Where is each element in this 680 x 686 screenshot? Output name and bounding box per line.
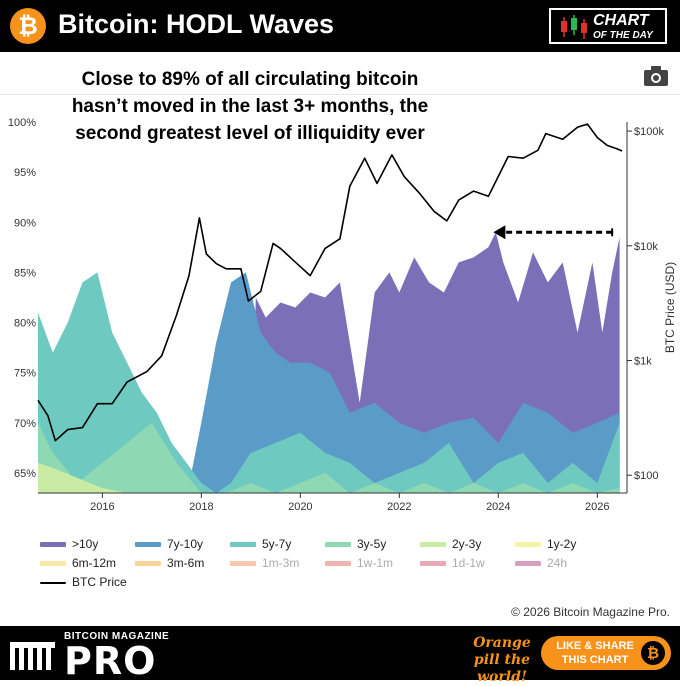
x-tick-label: 2018 xyxy=(189,501,213,513)
legend-item-price[interactable]: BTC Price xyxy=(40,575,127,589)
legend-item-1y2y[interactable]: 1y-2y xyxy=(515,537,576,551)
brand-stripes-icon xyxy=(10,642,55,670)
headline-line-2: hasn’t moved in the last 3+ months, the xyxy=(71,96,429,117)
legend-item-3m6m[interactable]: 3m-6m xyxy=(135,556,204,570)
legend-item-2y3y[interactable]: 2y-3y xyxy=(420,537,481,551)
chart-of-the-day-badge: CHART OF THE DAY xyxy=(549,8,667,44)
legend-item-h24[interactable]: 24h xyxy=(515,556,567,570)
y2-tick-label: $1k xyxy=(634,356,652,368)
y-tick-label: 65% xyxy=(14,468,36,480)
legend-label: 2y-3y xyxy=(452,537,482,551)
legend-item-3y5y[interactable]: 3y-5y xyxy=(325,537,386,551)
wave-band-2y3y xyxy=(38,462,620,493)
legend-label: 1y-2y xyxy=(547,537,577,551)
x-tick-label: 2026 xyxy=(585,501,609,513)
x-tick-label: 2024 xyxy=(486,501,510,513)
chart-legend: >10y 7y-10y 5y-7y 3y-5y 2y-3y 1y-2y 6m-12m 3m-6… xyxy=(40,537,680,593)
arrow-head xyxy=(493,225,506,240)
y-tick-label: 90% xyxy=(14,217,36,229)
badge-line-2: OF THE DAY xyxy=(593,30,653,41)
legend-item-7y10y[interactable]: 7y-10y xyxy=(135,537,203,551)
legend-label: 1d-1w xyxy=(452,556,485,570)
watermark-text: COIN MAGAZINE PRO xyxy=(261,250,398,265)
bitcoin-logo-icon: ₿ xyxy=(10,8,46,44)
x-tick-label: 2020 xyxy=(288,501,312,513)
legend-swatch xyxy=(40,561,66,567)
legend-swatch xyxy=(135,542,161,548)
legend-swatch xyxy=(420,561,446,567)
y2-tick-label: $100k xyxy=(634,126,664,138)
legend-swatch xyxy=(230,561,256,567)
chart-headline: Close to 89% of all circulating bitcoin … xyxy=(40,66,460,147)
x-tick-label: 2022 xyxy=(387,501,411,513)
legend-swatch xyxy=(515,561,541,567)
legend-item-gt10y[interactable]: >10y xyxy=(40,537,98,551)
hodl-waves-chart: COIN MAGAZINE PRO 2016 2018 2020 2022 2024 20… xyxy=(8,117,677,513)
legend-swatch xyxy=(230,542,256,548)
footer-brand-pro: PRO xyxy=(64,639,157,683)
footer-bar: BITCOIN MAGAZINE PRO Orange pill the wor… xyxy=(0,626,680,685)
y-tick-label: 85% xyxy=(14,267,36,279)
legend-swatch xyxy=(135,561,161,567)
y2-tick-label: $100 xyxy=(634,470,658,482)
legend-label: 6m-12m xyxy=(72,556,117,570)
y-tick-label: 100% xyxy=(8,117,36,129)
legend-label: 3y-5y xyxy=(357,537,387,551)
page-title: Bitcoin: HODL Waves xyxy=(58,9,335,39)
legend-item-1m3m[interactable]: 1m-3m xyxy=(230,556,299,570)
y-tick-label: 80% xyxy=(14,318,36,330)
legend-item-6m12m[interactable]: 6m-12m xyxy=(40,556,116,570)
legend-label: 3m-6m xyxy=(167,556,205,570)
legend-swatch xyxy=(515,542,541,548)
wave-band-7y10y xyxy=(38,272,620,493)
camera-icon[interactable] xyxy=(641,62,671,90)
toolbar-divider xyxy=(0,94,680,95)
copyright-text: © 2026 Bitcoin Magazine Pro. xyxy=(511,605,670,619)
legend-label: 1w-1m xyxy=(357,556,394,570)
share-label: LIKE & SHARE THIS CHART xyxy=(556,640,634,666)
top-bar: ₿ Bitcoin: HODL Waves CHART OF THE DAY xyxy=(0,0,680,52)
bitcoin-share-icon: ₿ xyxy=(641,641,665,665)
btc-price-line xyxy=(37,123,623,442)
y2-axis-title: BTC Price (USD) xyxy=(663,262,677,353)
legend-label: 1m-3m xyxy=(262,556,300,570)
legend-label: BTC Price xyxy=(72,575,127,589)
legend-label: 7y-10y xyxy=(167,537,204,551)
legend-label: 24h xyxy=(547,556,568,570)
legend-label: 5y-7y xyxy=(262,537,292,551)
y-tick-label: 75% xyxy=(14,368,36,380)
legend-swatch xyxy=(325,561,351,567)
footer-brand: BITCOIN MAGAZINE xyxy=(64,631,170,642)
legend-swatch xyxy=(325,542,351,548)
legend-swatch xyxy=(40,542,66,548)
wave-band-3y5y xyxy=(38,422,620,493)
y-tick-label: 95% xyxy=(14,167,36,179)
legend-item-5y7y[interactable]: 5y-7y xyxy=(230,537,291,551)
like-share-button[interactable]: LIKE & SHARE THIS CHART ₿ xyxy=(541,636,671,670)
footer-slogan: Orange pill the world! xyxy=(473,635,531,685)
candlestick-icon xyxy=(561,15,587,39)
y2-tick-label: $10k xyxy=(634,241,658,253)
headline-line-3: second greatest level of illiquidity eve… xyxy=(75,123,425,144)
badge-line-1: CHART xyxy=(593,12,649,29)
y-tick-label: 70% xyxy=(14,418,36,430)
legend-item-1w1m[interactable]: 1w-1m xyxy=(325,556,393,570)
headline-line-1: Close to 89% of all circulating bitcoin xyxy=(81,69,419,90)
legend-label: >10y xyxy=(72,537,99,551)
legend-item-1d1w[interactable]: 1d-1w xyxy=(420,556,485,570)
x-tick-label: 2016 xyxy=(90,501,114,513)
legend-swatch xyxy=(40,581,66,584)
legend-swatch xyxy=(420,542,446,548)
